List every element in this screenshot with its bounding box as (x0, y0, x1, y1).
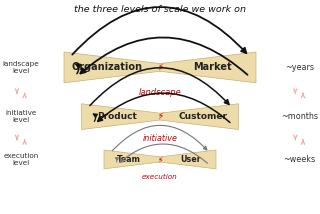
Text: landscape
level: landscape level (3, 61, 39, 74)
Text: ⚡: ⚡ (157, 63, 163, 72)
Text: ⚡: ⚡ (157, 155, 163, 164)
Text: Team: Team (117, 155, 141, 164)
Polygon shape (82, 104, 160, 129)
Polygon shape (160, 150, 216, 169)
Text: User: User (180, 155, 201, 164)
Polygon shape (104, 150, 160, 169)
Text: landscape: landscape (139, 88, 181, 97)
Text: Product: Product (97, 112, 137, 121)
Text: Market: Market (194, 62, 232, 72)
Text: initiative
level: initiative level (5, 110, 36, 123)
Text: Organization: Organization (72, 62, 143, 72)
Text: the three levels of scale we work on: the three levels of scale we work on (74, 5, 246, 14)
Text: ⚡: ⚡ (157, 112, 163, 121)
Text: execution
level: execution level (3, 153, 38, 166)
Text: execution: execution (142, 174, 178, 180)
Polygon shape (160, 52, 256, 83)
Text: ~years: ~years (285, 63, 314, 72)
Polygon shape (160, 104, 238, 129)
Text: initiative: initiative (143, 134, 177, 143)
Text: ~months: ~months (281, 112, 318, 121)
Polygon shape (64, 52, 160, 83)
Text: Customer: Customer (179, 112, 228, 121)
Text: ~weeks: ~weeks (283, 155, 315, 164)
